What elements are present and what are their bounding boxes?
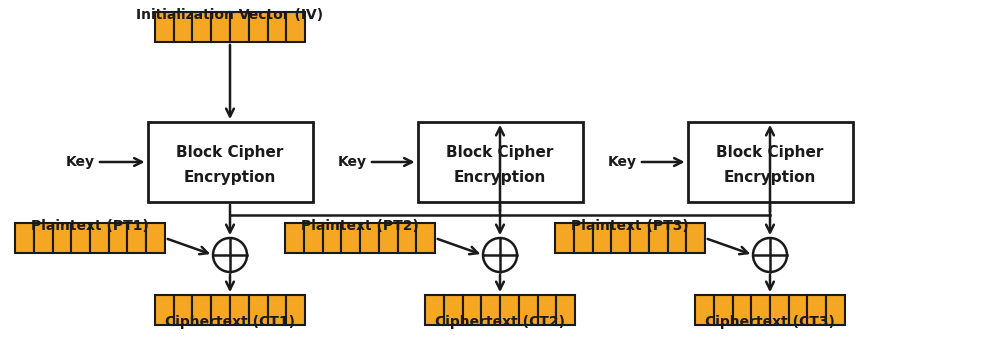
Bar bbox=[146, 223, 165, 253]
Text: Encryption: Encryption bbox=[724, 169, 816, 184]
Bar bbox=[611, 223, 630, 253]
Bar bbox=[249, 295, 268, 325]
Text: Ciphertext (CT3): Ciphertext (CT3) bbox=[705, 315, 835, 329]
Bar bbox=[751, 295, 770, 325]
Bar bbox=[555, 223, 574, 253]
Bar bbox=[128, 223, 146, 253]
Bar bbox=[90, 223, 109, 253]
Bar bbox=[688, 122, 852, 202]
Bar bbox=[148, 122, 312, 202]
Bar bbox=[649, 223, 668, 253]
Text: Plaintext (PT3): Plaintext (PT3) bbox=[571, 219, 689, 233]
Bar bbox=[481, 295, 500, 325]
Bar bbox=[192, 12, 211, 42]
Text: Block Cipher: Block Cipher bbox=[716, 145, 824, 160]
Bar bbox=[379, 223, 398, 253]
Bar bbox=[462, 295, 481, 325]
Bar bbox=[155, 12, 174, 42]
Bar bbox=[285, 223, 304, 253]
Bar bbox=[341, 223, 360, 253]
Bar bbox=[770, 295, 789, 325]
Text: Ciphertext (CT1): Ciphertext (CT1) bbox=[165, 315, 295, 329]
Bar bbox=[807, 295, 826, 325]
Bar bbox=[322, 223, 341, 253]
Text: Key: Key bbox=[608, 155, 637, 169]
Bar bbox=[695, 295, 714, 325]
Bar bbox=[268, 295, 286, 325]
Bar bbox=[574, 223, 592, 253]
Text: Initialization Vector (IV): Initialization Vector (IV) bbox=[136, 8, 324, 22]
Bar bbox=[52, 223, 71, 253]
Bar bbox=[732, 295, 751, 325]
Bar bbox=[444, 295, 462, 325]
Circle shape bbox=[753, 238, 787, 272]
Bar bbox=[71, 223, 90, 253]
Text: Block Cipher: Block Cipher bbox=[176, 145, 284, 160]
Bar bbox=[230, 295, 249, 325]
Bar bbox=[360, 223, 379, 253]
Bar bbox=[630, 223, 649, 253]
Bar bbox=[15, 223, 34, 253]
Bar bbox=[109, 223, 128, 253]
Text: Key: Key bbox=[66, 155, 95, 169]
Bar bbox=[268, 12, 286, 42]
Bar bbox=[398, 223, 416, 253]
Bar bbox=[34, 223, 52, 253]
Bar bbox=[286, 12, 305, 42]
Bar bbox=[500, 295, 519, 325]
Bar bbox=[174, 12, 192, 42]
Bar bbox=[686, 223, 705, 253]
Bar bbox=[556, 295, 575, 325]
Circle shape bbox=[483, 238, 517, 272]
Circle shape bbox=[213, 238, 247, 272]
Text: Encryption: Encryption bbox=[454, 169, 546, 184]
Bar bbox=[592, 223, 611, 253]
Bar bbox=[174, 295, 192, 325]
Bar bbox=[211, 295, 230, 325]
Bar bbox=[789, 295, 807, 325]
Text: Plaintext (PT1): Plaintext (PT1) bbox=[31, 219, 149, 233]
Bar bbox=[304, 223, 322, 253]
Bar bbox=[286, 295, 305, 325]
Bar bbox=[519, 295, 538, 325]
Bar bbox=[211, 12, 230, 42]
Text: Key: Key bbox=[338, 155, 367, 169]
Bar bbox=[538, 295, 556, 325]
Bar bbox=[192, 295, 211, 325]
Bar bbox=[230, 12, 249, 42]
Text: Block Cipher: Block Cipher bbox=[446, 145, 554, 160]
Text: Plaintext (PT2): Plaintext (PT2) bbox=[301, 219, 419, 233]
Bar bbox=[249, 12, 268, 42]
Bar bbox=[155, 295, 174, 325]
Bar bbox=[425, 295, 444, 325]
Bar bbox=[668, 223, 686, 253]
Text: Encryption: Encryption bbox=[184, 169, 276, 184]
Bar bbox=[418, 122, 582, 202]
Bar bbox=[826, 295, 845, 325]
Text: Ciphertext (CT2): Ciphertext (CT2) bbox=[435, 315, 565, 329]
Bar bbox=[714, 295, 732, 325]
Bar bbox=[416, 223, 435, 253]
